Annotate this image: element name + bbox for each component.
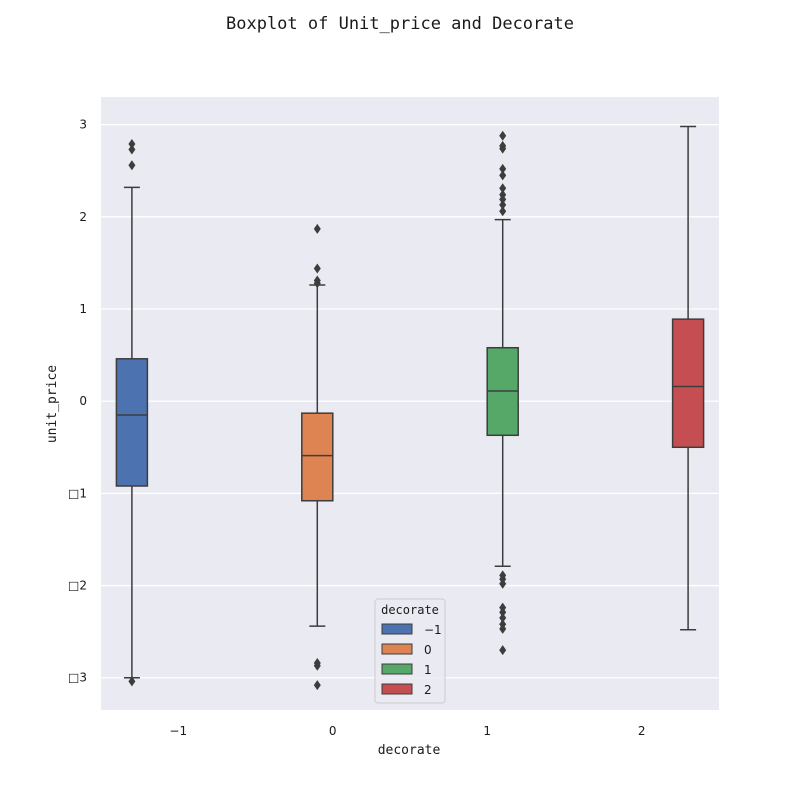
box-series xyxy=(115,125,705,691)
y-tick-label: 2 xyxy=(79,210,87,224)
x-tick-label: 2 xyxy=(638,724,646,738)
y-tick-label: □2 xyxy=(68,579,87,593)
x-tick-label: 1 xyxy=(483,724,491,738)
box-series-1 xyxy=(301,223,334,691)
y-axis-label: unit_price xyxy=(45,365,60,443)
legend-swatch xyxy=(381,663,413,675)
box-series-0 xyxy=(115,139,149,687)
outlier-point xyxy=(128,139,136,150)
chart-title: Boxplot of Unit_price and Decorate xyxy=(226,14,574,34)
y-tick-label: 1 xyxy=(79,302,87,316)
x-tick-label: 0 xyxy=(329,724,337,738)
legend-label: 1 xyxy=(424,663,432,677)
outlier-point xyxy=(313,278,321,289)
box-series-2 xyxy=(486,130,519,656)
legend-swatch xyxy=(381,683,413,695)
y-tick-label: 0 xyxy=(79,394,87,408)
y-tick-label: □3 xyxy=(68,671,87,685)
y-tick-label: 3 xyxy=(79,118,87,132)
outlier-point xyxy=(313,660,321,671)
outlier-point xyxy=(499,623,507,634)
outlier-point xyxy=(499,143,507,154)
legend: decorate −1 0 1 2 xyxy=(374,598,446,704)
outlier-point xyxy=(499,645,507,656)
outlier-point xyxy=(313,263,321,274)
outlier-point xyxy=(499,578,507,589)
y-tick-label: □1 xyxy=(68,486,87,500)
box-iqr xyxy=(301,412,334,502)
outlier-point xyxy=(499,194,507,205)
legend-label: 2 xyxy=(424,683,432,697)
legend-swatch xyxy=(381,643,413,655)
legend-title: decorate xyxy=(381,603,439,617)
y-axis-ticks: 3 2 1 0 □1 □2 □3 xyxy=(68,118,87,685)
outlier-point xyxy=(499,183,507,194)
outlier-point xyxy=(128,144,136,155)
legend-swatch xyxy=(381,623,413,635)
outlier-point xyxy=(499,170,507,181)
outlier-point xyxy=(499,163,507,174)
outlier-point xyxy=(499,206,507,217)
outlier-point xyxy=(499,607,507,618)
legend-label: −1 xyxy=(424,623,442,637)
x-axis-ticks: −1 0 1 2 xyxy=(169,724,645,738)
outlier-point xyxy=(499,199,507,210)
outlier-point xyxy=(313,223,321,234)
x-tick-label: −1 xyxy=(169,724,187,738)
box-iqr xyxy=(115,358,149,487)
outlier-point xyxy=(313,680,321,691)
x-axis-label: decorate xyxy=(378,743,441,758)
box-series-3 xyxy=(671,125,705,631)
outlier-point xyxy=(499,612,507,623)
outlier-point xyxy=(499,130,507,141)
legend-label: 0 xyxy=(424,643,432,657)
box-iqr xyxy=(671,318,705,449)
outlier-point xyxy=(128,160,136,171)
legend-items: −1 0 1 2 xyxy=(381,623,442,697)
outlier-point xyxy=(128,676,136,687)
gridlines xyxy=(101,124,719,679)
